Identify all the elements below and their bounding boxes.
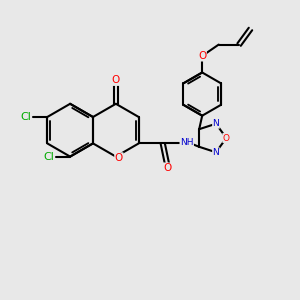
Text: O: O [163, 163, 171, 173]
Text: O: O [115, 153, 123, 163]
Text: NH: NH [180, 138, 194, 147]
Text: O: O [198, 51, 206, 61]
Text: O: O [112, 75, 120, 85]
Text: N: N [213, 148, 219, 157]
Text: O: O [223, 134, 230, 142]
Text: N: N [213, 119, 219, 128]
Text: Cl: Cl [20, 112, 31, 122]
Text: Cl: Cl [43, 152, 54, 162]
